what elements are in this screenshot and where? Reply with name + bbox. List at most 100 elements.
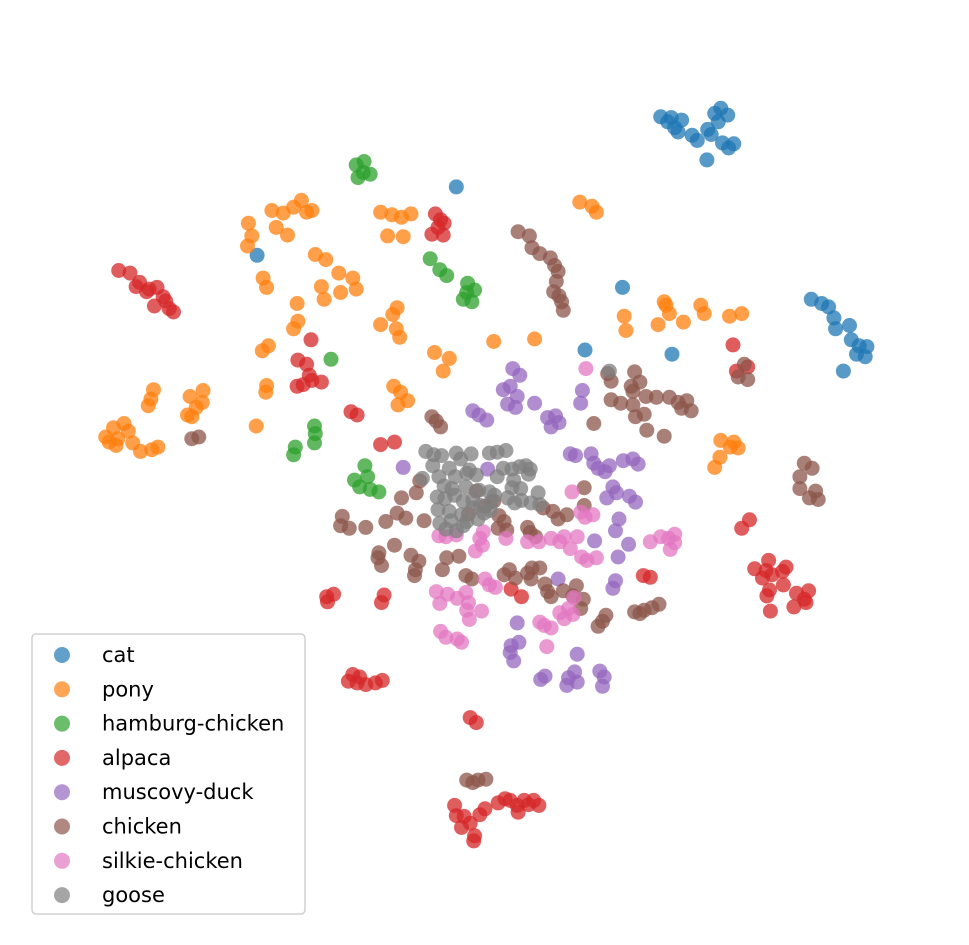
legend: cat pony hamburg-chicken alpaca muscovy-duck…	[31, 633, 306, 915]
point-alpaca	[477, 801, 493, 817]
point-muscovy-duck	[506, 653, 522, 669]
point-hamburg-chicken	[455, 291, 471, 307]
point-silkie-chicken	[564, 484, 580, 500]
point-alpaca	[510, 804, 526, 820]
point-goose	[455, 518, 471, 534]
point-pony	[707, 459, 723, 475]
point-muscovy-duck	[537, 668, 553, 684]
point-pony	[441, 350, 457, 366]
point-chicken	[648, 389, 664, 405]
point-chicken	[508, 570, 523, 586]
point-hamburg-chicken	[360, 469, 376, 485]
point-alpaca	[762, 603, 778, 619]
point-chicken	[439, 550, 455, 566]
point-alpaca	[801, 583, 817, 599]
point-pony	[373, 317, 389, 333]
point-pony	[395, 229, 411, 245]
point-silkie-chicken	[461, 612, 477, 627]
point-chicken	[568, 578, 584, 594]
point-silkie-chicken	[520, 534, 536, 550]
series-chicken	[184, 224, 826, 791]
legend-label-silkie-chicken: silkie-chicken	[102, 849, 243, 873]
point-silkie-chicken	[498, 530, 514, 546]
point-pony	[696, 306, 712, 322]
point-cat	[448, 179, 464, 195]
point-pony	[259, 378, 275, 393]
point-cat	[859, 339, 875, 355]
point-goose	[430, 502, 446, 518]
point-silkie-chicken	[569, 529, 585, 545]
point-chicken	[523, 571, 539, 587]
point-chicken	[451, 548, 467, 564]
point-pony	[390, 397, 406, 413]
series-pony	[98, 192, 750, 475]
point-chicken	[478, 771, 494, 787]
point-alpaca	[303, 332, 319, 348]
point-hamburg-chicken	[356, 154, 372, 169]
point-muscovy-duck	[569, 646, 585, 662]
point-alpaca	[466, 833, 482, 849]
point-goose	[487, 487, 503, 503]
point-chicken	[341, 520, 357, 536]
point-muscovy-duck	[630, 456, 646, 472]
legend-marker-alpaca	[54, 749, 70, 766]
point-pony	[313, 279, 329, 295]
point-muscovy-duck	[574, 383, 590, 398]
point-pony	[616, 308, 632, 324]
point-silkie-chicken	[556, 529, 572, 545]
point-alpaca	[289, 378, 305, 394]
point-goose	[532, 497, 548, 513]
point-muscovy-duck	[587, 533, 603, 549]
point-alpaca	[373, 437, 389, 453]
point-pony	[289, 296, 305, 311]
point-silkie-chicken	[585, 507, 601, 523]
point-chicken	[613, 395, 629, 411]
point-chicken	[636, 406, 652, 422]
point-cat	[249, 247, 265, 263]
point-alpaca	[514, 589, 529, 605]
point-pony	[316, 291, 332, 307]
point-muscovy-duck	[610, 549, 626, 565]
point-pony	[293, 192, 309, 208]
point-silkie-chicken	[531, 534, 547, 550]
point-cat	[577, 342, 593, 358]
point-silkie-chicken	[662, 541, 678, 557]
point-hamburg-chicken	[286, 447, 302, 463]
point-chicken	[736, 356, 752, 372]
series-muscovy-duck	[395, 361, 646, 694]
point-hamburg-chicken	[460, 275, 476, 291]
point-muscovy-duck	[543, 419, 559, 435]
legend-label-muscovy-duck: muscovy-duck	[102, 780, 254, 804]
legend-items: cat pony hamburg-chicken alpaca muscovy-duck…	[54, 643, 284, 907]
point-pony	[734, 306, 750, 322]
point-chicken	[656, 428, 672, 444]
point-chicken	[374, 558, 389, 573]
point-muscovy-duck	[395, 459, 411, 475]
point-goose	[489, 469, 505, 485]
point-muscovy-duck	[599, 490, 615, 506]
point-muscovy-duck	[508, 399, 523, 415]
point-chicken	[464, 571, 480, 587]
point-pony	[248, 418, 264, 434]
point-muscovy-duck	[573, 395, 589, 411]
point-chicken	[378, 514, 394, 529]
point-pony	[572, 194, 588, 210]
point-silkie-chicken	[588, 550, 604, 566]
point-goose	[425, 458, 441, 474]
point-pony	[140, 398, 156, 414]
point-alpaca	[755, 570, 770, 586]
point-silkie-chicken	[487, 579, 503, 595]
point-chicken	[521, 228, 537, 244]
point-chicken	[576, 480, 592, 496]
point-chicken	[586, 416, 602, 431]
point-silkie-chicken	[667, 526, 683, 542]
point-muscovy-duck	[509, 615, 525, 631]
point-hamburg-chicken	[371, 484, 387, 500]
point-cat	[674, 112, 690, 128]
point-chicken	[625, 383, 641, 399]
point-chicken	[433, 419, 449, 435]
point-hamburg-chicken	[323, 351, 339, 367]
legend-label-alpaca: alpaca	[102, 746, 171, 770]
points-layer	[98, 100, 875, 849]
